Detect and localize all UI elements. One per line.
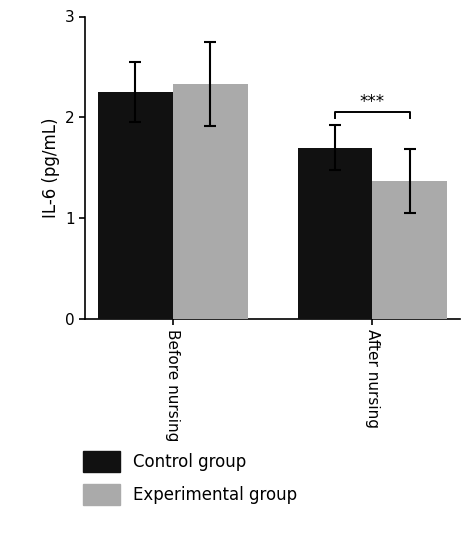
Bar [98, 92, 173, 319]
Bar [298, 147, 373, 319]
Text: ***: *** [360, 94, 385, 111]
Bar [173, 84, 247, 319]
Bar [373, 181, 447, 319]
Legend: Control group, Experimental group: Control group, Experimental group [75, 442, 306, 514]
Y-axis label: IL-6 (pg/mL): IL-6 (pg/mL) [42, 118, 60, 218]
